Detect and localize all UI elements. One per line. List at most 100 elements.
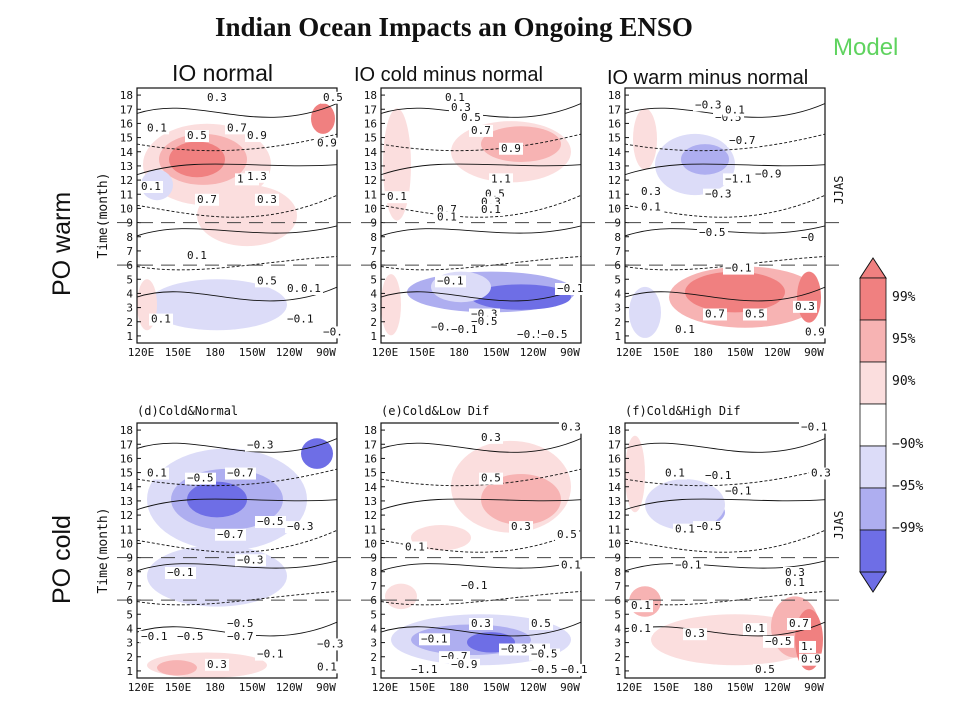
panel-d-ytick-13: 13	[120, 495, 133, 508]
colorbar-cell-5	[859, 487, 887, 531]
panel-b-shade-5	[471, 284, 571, 310]
panel-c-contour-label-bg-7	[639, 201, 663, 214]
panel-b-ytick-4: 4	[370, 287, 377, 300]
panel-f-contour-1	[625, 468, 825, 487]
panel-f-xtick-2: 180	[693, 681, 713, 694]
panel-f-ytick-18: 18	[608, 424, 621, 437]
panel-f-contour-label-18: 0.9	[801, 653, 821, 666]
panel-a-shade-3	[311, 103, 335, 134]
panel-a-contour-label-bg-13	[149, 313, 173, 326]
panel-c-contour-2	[625, 163, 825, 176]
panel-d-contour-label-bg-3	[145, 467, 169, 480]
panel-d-contour-label-bg-15	[315, 661, 339, 674]
panel-e-ytick-11: 11	[364, 523, 377, 536]
panel-b-contour-label-2: 0.5	[461, 111, 481, 124]
panel-e-frame	[380, 422, 582, 679]
panel-e-contour-2	[381, 498, 581, 511]
panel-c-xtick-0: 120E	[616, 346, 643, 359]
panel-e-contour-6	[381, 621, 581, 637]
panel-f-contour-label-14: 0.1	[745, 622, 765, 635]
panel-d-contour-label-4: −0.5	[257, 515, 284, 528]
panel-a-contour-4	[137, 225, 337, 237]
panel-e-ytick-10: 10	[364, 537, 377, 550]
panel-d-contour-label-7: −0.3	[237, 553, 264, 566]
panel-a-xtick-1: 150E	[165, 346, 192, 359]
colorbar-cell-0	[859, 277, 887, 321]
panel-c-contour-label-9: −0.5	[699, 226, 726, 239]
panel-b: 123456789101112131415161718120E150E18015…	[361, 87, 601, 359]
panel-c-contour-label-bg-11	[673, 323, 697, 336]
panel-e-xtick-5: 90W	[560, 681, 580, 694]
panel-e-xtick-2: 180	[449, 681, 469, 694]
panel-e-xtick-0: 120E	[372, 681, 399, 694]
panel-f-contour-label-bg-15	[763, 635, 794, 648]
panel-d-contour-label-bg-2	[225, 467, 256, 480]
panel-b-xtick-5: 90W	[560, 346, 580, 359]
panel-d-ytick-10: 10	[120, 537, 133, 550]
panel-e-contour-label-17: −0.5	[531, 663, 558, 676]
panel-a-contour-label-bg-2	[225, 122, 249, 135]
panel-c-ytick-18: 18	[608, 89, 621, 102]
panel-e-contour-label-7: −0.1	[461, 579, 488, 592]
panel-c-shade-2	[633, 108, 657, 170]
panel-d-label: (d)Cold&Normal	[137, 404, 238, 418]
panel-b-contour-label-bg-12	[435, 275, 466, 288]
panel-c-contour-label-bg-16	[799, 232, 816, 244]
panel-d-contour-label-6: −0.7	[217, 528, 244, 541]
panel-a-contour-label-8: 0.3	[257, 193, 277, 206]
panel-e-contour-label-bg-13	[529, 648, 560, 661]
panel-e-ytick-8: 8	[370, 566, 377, 579]
panel-d-xtick-4: 120W	[276, 681, 303, 694]
panel-f-ytick-7: 7	[614, 580, 621, 593]
panel-d-contour-label-16: −0.3	[317, 637, 344, 650]
panel-f-contour-label-bg-3	[703, 470, 734, 483]
panel-b-contour-label-15: −0.	[431, 320, 451, 333]
panel-d-contour-label-8: −0.1	[167, 566, 194, 579]
panel-d-shade-6	[157, 660, 197, 676]
panel-f-contour-label-7: −0.1	[675, 558, 702, 571]
panel-b-shade-2	[383, 108, 411, 221]
panel-d-contour-label-11: −0.5	[177, 630, 204, 643]
panel-a-frame	[136, 87, 338, 344]
panel-e-ytick-7: 7	[370, 580, 377, 593]
panel-c-contour-6	[625, 286, 825, 302]
panel-a-ytick-14: 14	[120, 146, 134, 159]
panel-d-contour-label-3: 0.1	[147, 467, 167, 480]
panel-e-contour-label-bg-1	[559, 421, 583, 434]
panel-a-contour-label-2: 0.7	[227, 121, 247, 134]
panel-c-season-label: JJAS	[832, 176, 846, 205]
colorbar-legend: 99% 95% 90% −90% −95% −99%	[859, 257, 923, 593]
panel-d-contour-5	[137, 591, 337, 606]
panel-c-contour-label-bg-14	[743, 308, 767, 321]
panel-c-contour-label-14: 0.5	[745, 308, 765, 321]
panel-a-contour-label-7: 0.7	[197, 193, 217, 206]
panel-c-contour-label-bg-5	[753, 168, 784, 181]
panel-c-contour-label-15: 0.9	[805, 325, 825, 338]
panel-a-ytick-11: 11	[120, 188, 133, 201]
panel-f-contour-label-bg-16	[799, 640, 816, 653]
panel-e-contour-label-bg-6	[559, 559, 583, 572]
panel-f-contour-label-3: −0.1	[705, 469, 732, 482]
panel-d-contour-2	[137, 498, 337, 511]
panel-f-contour-label-1: 0.3	[811, 467, 831, 480]
panel-d-contour-label-bg-16	[315, 638, 346, 651]
panel-f-ytick-5: 5	[614, 608, 621, 621]
colorbar-cell-6	[859, 529, 887, 573]
panel-d-contour-label-bg-5	[285, 521, 316, 534]
panel-f-contour-label-bg-12	[629, 623, 653, 636]
panel-b-ytick-12: 12	[364, 174, 377, 187]
panel-a-xtick-5: 90W	[316, 346, 336, 359]
panel-b-contour-label-17: −0.5	[517, 328, 544, 341]
panel-d-contour-label-5: −0.3	[287, 520, 314, 533]
panel-b-xtick-1: 150E	[409, 346, 436, 359]
panel-d-ytick-3: 3	[126, 637, 133, 650]
panel-d-xtick-5: 90W	[316, 681, 336, 694]
panel-c-contour-label-bg-2	[723, 104, 747, 117]
panel-f-xtick-0: 120E	[616, 681, 643, 694]
panel-f-contour-label-16: 1.	[801, 640, 814, 653]
panel-c-xtick-3: 150W	[727, 346, 754, 359]
panel-a-ytick-7: 7	[126, 245, 133, 258]
panel-d-frame	[136, 422, 338, 679]
panel-a-contour-label-5: 1.3	[247, 170, 267, 183]
panel-f-ytick-12: 12	[608, 509, 621, 522]
